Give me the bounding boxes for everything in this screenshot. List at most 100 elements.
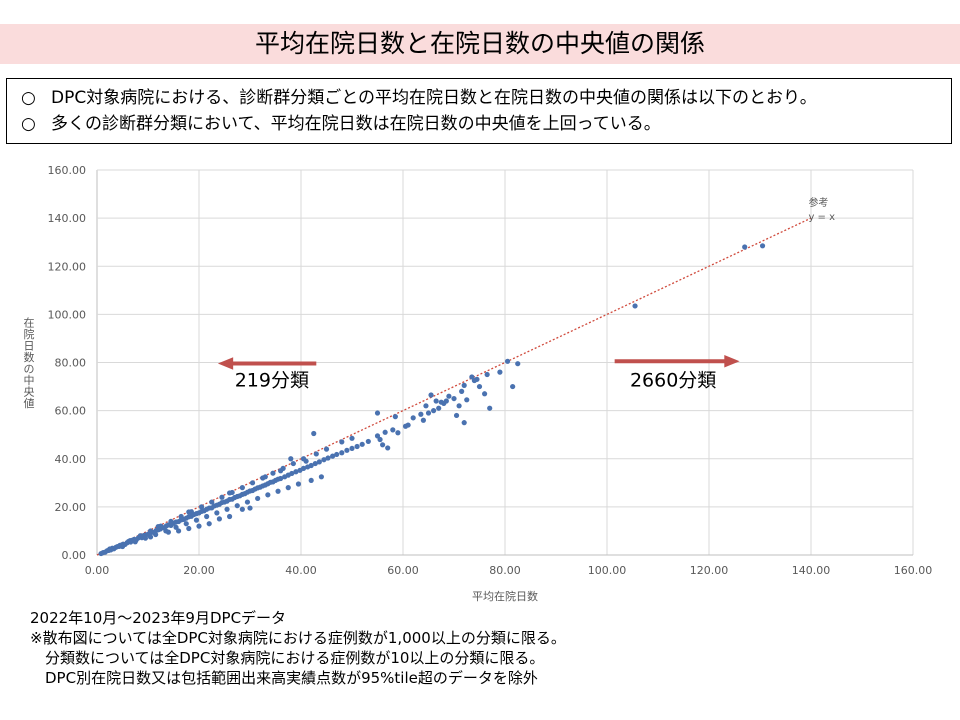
scatter-point (438, 399, 444, 405)
scatter-point (239, 506, 245, 512)
scatter-point (275, 488, 281, 494)
scatter-point (288, 456, 294, 462)
scatter-point (476, 383, 483, 390)
scatter-point (219, 494, 225, 500)
scatter-point (382, 429, 388, 435)
scatter-point (316, 459, 322, 465)
arrow-head (217, 357, 234, 370)
scatter-point (227, 513, 233, 520)
footnote-exclusion: DPC別在院日数又は包括範囲出来高実績点数が95%tile超のデータを除外 (45, 669, 538, 687)
x-tick-label: 40.00 (285, 564, 317, 577)
scatter-point (216, 516, 222, 522)
summary-bullet: ○ (21, 114, 36, 134)
footnote-scatter-scope: ※散布図については全DPC対象病院における症例数が1,000以上の分類に限る。 (30, 629, 566, 647)
scatter-point (443, 398, 449, 404)
title-band: 平均在院日数と在院日数の中央値の関係 (0, 24, 960, 64)
scatter-point (239, 485, 245, 491)
scatter-point (410, 415, 416, 421)
scatter-chart: 0.00 20.00 40.00 60.00 80.00 100.00 120.00 140.… (24, 164, 933, 603)
scatter-point (137, 533, 143, 539)
scatter-point (293, 469, 299, 475)
scatter-point (395, 430, 401, 436)
scatter-point (464, 397, 470, 403)
scatter-point (420, 417, 426, 423)
scatter-point (456, 403, 462, 409)
scatter-point (330, 453, 336, 459)
scatter-point (153, 531, 159, 538)
scatter-point (471, 377, 477, 384)
scatter-point (289, 470, 295, 477)
y-tick-label: 20.00 (55, 501, 87, 514)
scatter-point (127, 537, 133, 544)
y-tick-label: 160.00 (48, 164, 87, 177)
scatter-point (469, 374, 475, 380)
scatter-point (193, 517, 200, 523)
scatter-point (247, 505, 253, 511)
scatter-point (173, 524, 179, 530)
scatter-point (186, 509, 192, 515)
scatter-point (325, 455, 331, 461)
scatter-point (431, 408, 437, 414)
scatter-point (339, 450, 345, 456)
scatter-point (295, 481, 302, 487)
scatter-point (380, 442, 386, 448)
scatter-point (308, 462, 314, 469)
y-tick-label: 120.00 (48, 260, 87, 273)
scatter-point (168, 518, 174, 524)
scatter-point (759, 243, 766, 249)
x-axis-ticks: 0.00 20.00 40.00 60.00 80.00 100.00 120.00 140.… (85, 564, 933, 577)
scatter-point (318, 474, 324, 480)
scatter-point (742, 244, 748, 250)
scatter-point (198, 504, 205, 510)
scatter-point (290, 460, 296, 467)
scatter-point (459, 388, 465, 394)
scatter-point (147, 534, 154, 540)
x-tick-label: 160.00 (894, 564, 933, 577)
scatter-point (265, 492, 271, 498)
y-tick-label: 140.00 (48, 212, 87, 225)
scatter-point (321, 457, 327, 463)
y-tick-label: 80.00 (55, 357, 87, 370)
scatter-point (425, 410, 432, 416)
scatter-point (334, 451, 340, 458)
scatter-point (255, 495, 261, 502)
reference-line (96, 217, 812, 556)
scatter-point (377, 436, 383, 443)
x-tick-label: 80.00 (489, 564, 521, 577)
x-tick-label: 20.00 (183, 564, 215, 577)
scatter-point (214, 510, 220, 516)
scatter-point (392, 414, 398, 420)
scatter-point (453, 412, 460, 419)
summary-item: ○ DPC対象病院における、診断群分類ごとの平均在院日数と在院日数の中央値の関係は… (21, 86, 817, 110)
footnote-count-scope: 分類数については全DPC対象病院における症例数が10以上の分類に限る。 (45, 649, 545, 667)
x-tick-label: 0.00 (85, 564, 110, 577)
scatter-point (349, 445, 355, 452)
scatter-point (224, 506, 230, 512)
y-axis-ticks: 0.00 20.00 40.00 60.00 80.00 100.00 120.00 140.… (48, 164, 87, 562)
scatter-point (308, 477, 314, 484)
scatter-point (312, 460, 318, 467)
scatter-point (354, 443, 360, 450)
scatter-point (374, 410, 381, 416)
scatter-point (428, 392, 434, 398)
scatter-point (339, 439, 345, 445)
summary-text: DPC対象病院における、診断群分類ごとの平均在院日数と在院日数の中央値の関係は以… (51, 88, 817, 108)
scatter-point (385, 445, 391, 451)
scatter-point (423, 403, 429, 409)
scatter-point (209, 499, 215, 505)
scatter-point (270, 470, 276, 476)
scatter-point (344, 447, 350, 453)
x-tick-label: 120.00 (690, 564, 729, 577)
scatter-point (349, 435, 355, 441)
footnotes: 2022年10月～2023年9月DPCデータ ※散布図については全DPC対象病院… (30, 608, 566, 688)
reference-label: y = x (808, 212, 835, 223)
scatter-point (451, 395, 457, 402)
scatter-point (313, 451, 319, 457)
scatter-point (418, 411, 424, 417)
scatter-point (234, 503, 240, 509)
arrow-head (724, 355, 740, 368)
scatter-point (186, 525, 192, 532)
scatter-point (244, 499, 251, 505)
scatter-point (196, 523, 202, 529)
right-arrow (614, 355, 740, 368)
